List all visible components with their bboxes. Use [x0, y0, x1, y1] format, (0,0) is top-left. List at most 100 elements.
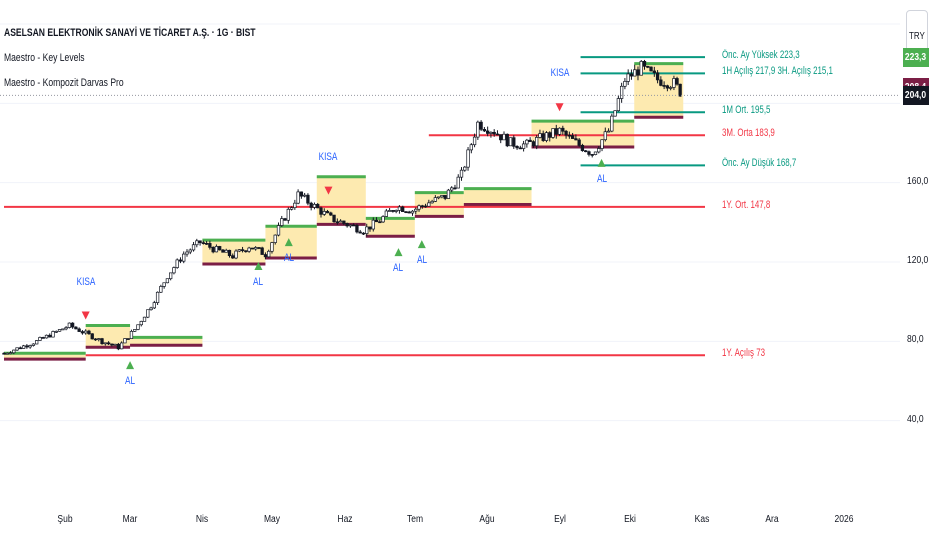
bear-candle: [662, 85, 666, 87]
bear-candle: [404, 211, 408, 213]
bear-candle: [531, 141, 536, 147]
bear-candle: [587, 151, 591, 155]
x-tick-label: Mar: [122, 514, 138, 525]
bull-candle: [365, 226, 369, 234]
bear-candle: [106, 342, 111, 345]
bull-candle: [28, 345, 32, 348]
bear-candle: [564, 130, 568, 136]
bull-candle: [172, 267, 176, 274]
bull-candle: [139, 321, 143, 326]
bear-candle: [2, 352, 6, 355]
bear-candle: [642, 61, 647, 67]
bull-candle: [639, 61, 643, 76]
bull-candle: [603, 131, 607, 141]
signal-arrows: [81, 103, 606, 370]
bear-candle: [77, 328, 81, 332]
bull-candle: [623, 81, 627, 87]
bull-candle: [103, 342, 107, 345]
bull-candle: [15, 347, 19, 351]
bull-candle: [296, 191, 300, 204]
bull-candle: [613, 110, 617, 117]
bear-candle: [263, 254, 268, 258]
darvas-box: [130, 337, 203, 346]
darvas-box: [85, 325, 131, 348]
bull-candle: [188, 249, 192, 253]
bull-candle: [234, 250, 238, 259]
bear-candle: [211, 247, 215, 253]
bull-candle: [302, 194, 307, 197]
bear-candle: [80, 331, 85, 334]
x-tick-label: Kas: [694, 514, 710, 525]
buy-arrow-icon: [254, 261, 263, 270]
bear-candle: [244, 250, 248, 253]
bull-candle: [463, 166, 467, 171]
bull-candle: [371, 219, 375, 230]
indicator-key-levels[interactable]: Maestro - Key Levels: [4, 52, 85, 64]
x-tick-label: Ağu: [479, 514, 495, 525]
signal-label-kisa: KISA: [76, 275, 96, 288]
bear-candle: [110, 343, 114, 346]
bull-candle: [544, 132, 549, 141]
bull-candle: [67, 322, 72, 328]
bear-candle: [240, 249, 245, 252]
bear-candle: [358, 231, 362, 234]
bull-candle: [12, 349, 16, 354]
bear-candle: [649, 66, 653, 72]
bull-candle: [113, 343, 117, 346]
bull-candle: [182, 253, 186, 262]
bull-candle: [57, 329, 62, 332]
price-tag: 223,3: [903, 48, 929, 68]
signal-label-al: AL: [253, 275, 264, 288]
bear-candle: [675, 78, 679, 85]
bear-candle: [584, 150, 588, 153]
bull-candle: [289, 207, 294, 210]
bull-candle: [633, 69, 637, 77]
buy-arrow-icon: [417, 240, 426, 249]
signal-label-al: AL: [283, 252, 294, 265]
bear-candle: [116, 343, 121, 350]
darvas-box: [463, 188, 532, 205]
x-tick-label: Tem: [406, 514, 423, 525]
bull-candle: [133, 329, 137, 332]
key-level-label: Önc. Ay Düşük 168,7: [722, 157, 797, 170]
sell-arrow-icon: [81, 311, 90, 320]
bull-candle: [253, 247, 258, 250]
darvas-box: [414, 192, 464, 217]
bear-candle: [479, 121, 483, 130]
bull-candle: [322, 211, 326, 215]
symbol-title[interactable]: ASELSAN ELEKTRONİK SANAYİ VE TİCARET A.Ş…: [4, 27, 256, 39]
bull-candle: [669, 87, 673, 89]
price-tag: 204,0: [903, 86, 929, 106]
signal-label-kisa: KISA: [319, 150, 338, 163]
bull-candle: [214, 246, 219, 253]
bear-candle: [580, 144, 585, 152]
darvas-box: [365, 218, 415, 237]
bull-candle: [51, 331, 55, 338]
bull-candle: [8, 352, 13, 355]
bear-candle: [678, 83, 682, 97]
bear-candle: [541, 133, 545, 141]
key-level-label: 1Y. Ort. 147,8: [722, 198, 771, 211]
bull-candle: [224, 249, 228, 253]
bull-candle: [165, 278, 170, 284]
bear-candle: [178, 259, 183, 262]
bear-candle: [528, 139, 532, 142]
bear-candle: [198, 240, 202, 243]
bear-candle: [355, 225, 359, 233]
bull-candle: [119, 342, 124, 350]
y-tick-label: 40,0: [907, 413, 924, 425]
bull-candle: [597, 148, 601, 153]
bull-candle: [175, 259, 179, 268]
bull-candle: [146, 309, 150, 318]
bear-candle: [646, 65, 650, 68]
buy-arrow-icon: [284, 238, 293, 247]
bull-candle: [276, 225, 281, 236]
bull-candle: [394, 210, 398, 212]
y-tick-label: 160,0: [907, 175, 929, 187]
bear-candle: [655, 72, 660, 81]
indicator-darvas[interactable]: Maestro - Kompozit Darvas Pro: [4, 77, 124, 89]
bull-candle: [551, 128, 555, 138]
bull-candle: [169, 272, 173, 280]
bull-candle: [446, 189, 451, 199]
